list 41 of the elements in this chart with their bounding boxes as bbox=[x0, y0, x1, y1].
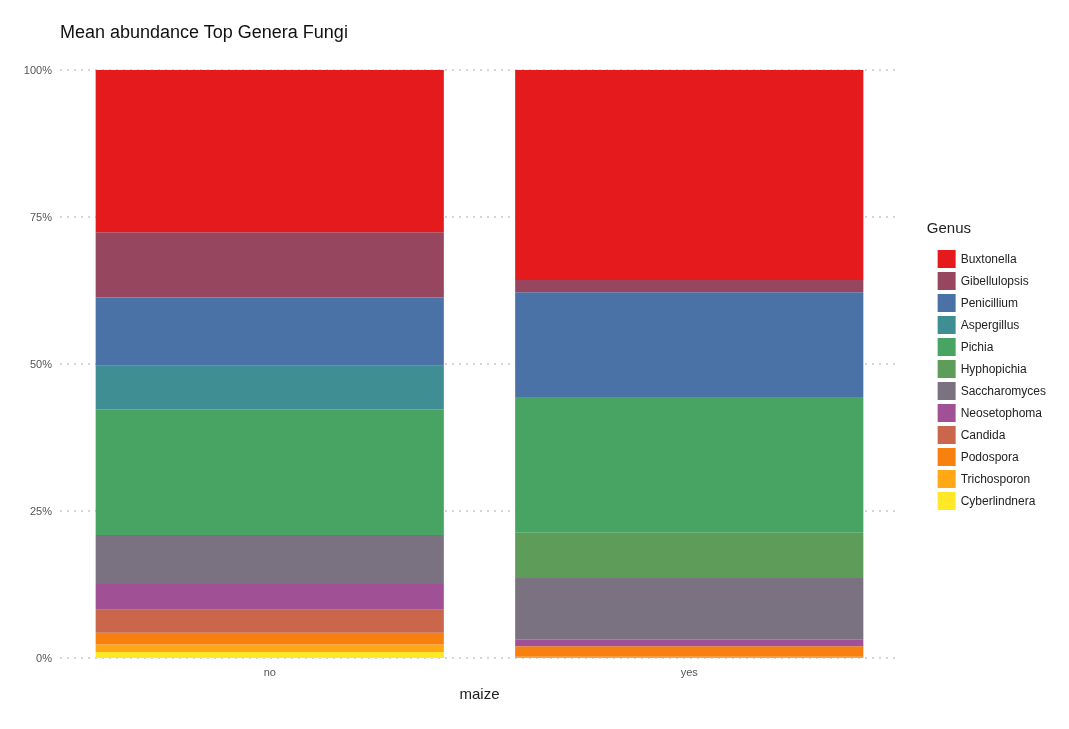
bar bbox=[515, 532, 864, 579]
legend-label: Podospora bbox=[960, 450, 1019, 464]
bar bbox=[95, 70, 444, 233]
legend-label: Trichosporon bbox=[960, 472, 1031, 486]
bar bbox=[95, 365, 444, 410]
legend-label: Pichia bbox=[960, 340, 994, 354]
legend-title: Genus bbox=[926, 219, 972, 236]
legend-label: Gibellulopsis bbox=[960, 274, 1029, 288]
legend-label: Penicillium bbox=[960, 296, 1018, 310]
bar bbox=[95, 644, 444, 653]
bar bbox=[515, 578, 864, 640]
y-tick-label: 0% bbox=[36, 652, 53, 664]
bar bbox=[515, 639, 864, 647]
x-axis-title: maize bbox=[459, 685, 500, 702]
bar bbox=[95, 232, 444, 298]
bar bbox=[515, 279, 864, 293]
bar bbox=[515, 646, 864, 657]
bar bbox=[515, 292, 864, 397]
legend-label: Hyphopichia bbox=[960, 362, 1027, 376]
bar bbox=[95, 409, 444, 536]
bar bbox=[515, 70, 864, 280]
bar bbox=[95, 535, 444, 584]
bar bbox=[95, 609, 444, 633]
y-tick-label: 100% bbox=[23, 64, 53, 76]
y-tick-label: 50% bbox=[29, 358, 53, 370]
legend-label: Neosetophoma bbox=[960, 406, 1043, 420]
bar bbox=[95, 583, 444, 610]
legend-label: Buxtonella bbox=[960, 252, 1017, 266]
bar bbox=[95, 652, 444, 658]
bar bbox=[95, 632, 444, 645]
y-tick-label: 75% bbox=[29, 211, 53, 223]
legend-label: Candida bbox=[960, 428, 1006, 442]
chart-title: Mean abundance Top Genera Fungi bbox=[60, 22, 348, 42]
legend-label: Cyberlindnera bbox=[960, 494, 1036, 508]
y-tick-label: 25% bbox=[29, 505, 53, 517]
legend-label: Saccharomyces bbox=[960, 384, 1047, 398]
bar bbox=[515, 396, 864, 533]
x-tick-label: yes bbox=[680, 665, 699, 678]
bar bbox=[95, 297, 444, 366]
legend-label: Aspergillus bbox=[960, 318, 1020, 332]
x-tick-label: no bbox=[263, 665, 276, 678]
